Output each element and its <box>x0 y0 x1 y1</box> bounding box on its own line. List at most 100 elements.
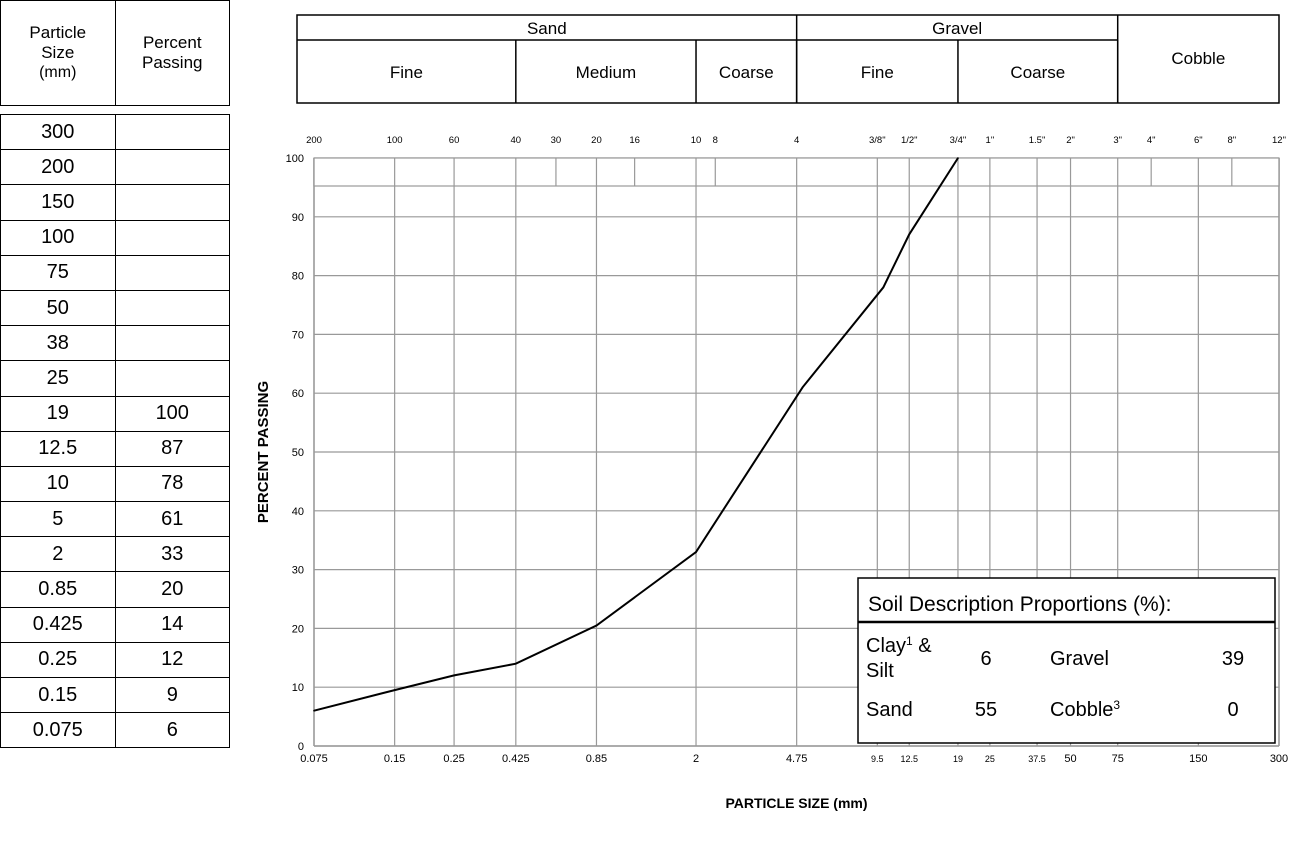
proportions-frame <box>857 577 1276 744</box>
gradation-series <box>313 157 959 712</box>
particle-size-cell: 200 <box>0 149 116 186</box>
percent-passing-cell <box>114 219 230 256</box>
data-point <box>908 233 911 236</box>
sieve-tick-label: 8" <box>1227 135 1236 146</box>
data-point <box>393 689 396 691</box>
percent-passing-cell: 6 <box>114 712 230 749</box>
x-axis-title: PARTICLE SIZE (mm) <box>725 795 867 811</box>
table-row: 0.15 9 <box>0 676 230 714</box>
sieve-tick-label: 10 <box>691 135 702 146</box>
percent-passing-cell: 14 <box>114 606 230 643</box>
data-point <box>313 709 315 712</box>
particle-size-cell: 2 <box>0 536 116 573</box>
x-tick-label: 50 <box>1064 753 1076 765</box>
table-row: 300 <box>0 113 230 151</box>
sieve-tick-strip: 200 100 60 40 30 20 16 10 8 4 3/8" 1/2" 3/4" 1" 1.5" 2"… <box>306 135 1286 187</box>
x-tick-label: 0.25 <box>443 753 464 765</box>
clay-ampersand: & <box>913 635 933 657</box>
x-tick-label: 150 <box>1189 753 1207 765</box>
percent-passing-cell <box>114 360 230 397</box>
particle-size-cell: 75 <box>0 254 116 291</box>
sand-value: 55 <box>975 699 997 721</box>
table-row: 2 33 <box>0 536 230 573</box>
table-row: 5 61 <box>0 501 230 538</box>
percent-passing-cell <box>114 254 230 291</box>
cobble-footnote: 3 <box>1113 698 1120 712</box>
sieve-tick-label: 200 <box>306 135 322 146</box>
subdivision-label: Fine <box>861 63 894 82</box>
sieve-tick-label: 40 <box>511 135 522 146</box>
data-point <box>595 624 598 627</box>
table-row: 38 <box>0 325 230 362</box>
y-axis-title: PERCENT PASSING <box>255 381 272 523</box>
cobble-label: Cobble <box>1171 49 1225 68</box>
table-row: 25 <box>0 360 230 397</box>
percent-passing-cell: 100 <box>114 395 230 432</box>
y-tick-label: 20 <box>292 623 304 635</box>
clay-silt-value: 6 <box>980 648 991 670</box>
subdivision-label: Coarse <box>1010 63 1065 82</box>
sieve-tick-label: 1.5" <box>1029 135 1046 146</box>
particle-size-cell: 100 <box>0 219 116 256</box>
sieve-tick-label: 12" <box>1272 135 1286 146</box>
percent-passing-cell: 61 <box>114 501 230 538</box>
x-tick-label: 2 <box>693 753 699 765</box>
data-point <box>957 157 959 159</box>
y-tick-label: 90 <box>292 212 304 224</box>
particle-size-cell: 0.075 <box>0 712 116 749</box>
sieve-tick-label: 100 <box>387 135 403 146</box>
sieve-tick-label: 30 <box>551 135 562 146</box>
table-row: 150 <box>0 184 230 221</box>
x-tick-label: 75 <box>1112 753 1124 765</box>
particle-size-header: Particle Size (mm) <box>0 0 116 106</box>
proportions-box: Soil Description Proportions (%): Clay1 &… <box>857 577 1276 744</box>
x-tick-label: 0.85 <box>586 753 607 765</box>
sieve-tick-label: 3" <box>1113 135 1122 146</box>
particle-size-cell: 12.5 <box>0 430 116 467</box>
cobble-text: Cobble <box>1050 699 1113 721</box>
percent-passing-header: Percent Passing <box>114 0 230 106</box>
percent-passing-cell: 33 <box>114 536 230 573</box>
percent-passing-cell: 87 <box>114 430 230 467</box>
x-tick-label: 0.15 <box>384 753 405 765</box>
data-point <box>453 674 455 677</box>
table-row: 0.25 12 <box>0 641 230 679</box>
table-body: 300 200 150 100 75 50 38 25 19 100 12.5 87 10 78 5 61 2 3… <box>0 113 230 749</box>
x-tick-label: 25 <box>985 754 995 764</box>
y-tick-label: 70 <box>292 329 304 341</box>
table-row: 0.075 6 <box>0 712 230 749</box>
table-row: 200 <box>0 149 230 186</box>
particle-size-cell: 0.25 <box>0 641 116 679</box>
gradation-curve <box>313 157 959 712</box>
x-tick-label: 12.5 <box>900 754 918 764</box>
particle-size-cell: 38 <box>0 325 116 362</box>
particle-size-cell: 0.425 <box>0 606 116 643</box>
sieve-tick-label: 16 <box>629 135 640 146</box>
particle-size-cell: 150 <box>0 184 116 221</box>
x-tick-label: 4.75 <box>786 753 807 765</box>
y-tick-label: 10 <box>292 682 304 694</box>
data-point <box>515 662 517 665</box>
table-row: 100 <box>0 219 230 256</box>
y-tick-label: 60 <box>292 388 304 400</box>
y-tick-label: 40 <box>292 506 304 518</box>
sieve-tick-label: 1" <box>986 135 995 146</box>
x-tick-label: 9.5 <box>871 754 884 764</box>
sieve-tick-label: 60 <box>449 135 460 146</box>
particle-size-cell: 19 <box>0 395 116 432</box>
particle-size-cell: 25 <box>0 360 116 397</box>
sieve-tick-label: 3/4" <box>950 135 967 146</box>
y-tick-label: 50 <box>292 447 304 459</box>
group-label: Gravel <box>932 19 982 38</box>
percent-passing-cell <box>114 113 230 151</box>
clay-silt-label: Clay1 & <box>866 634 932 657</box>
clay-text: Clay <box>866 635 906 657</box>
sieve-tick-label: 1/2" <box>901 135 918 146</box>
particle-size-cell: 5 <box>0 501 116 538</box>
classification-frame <box>296 14 1280 104</box>
y-tick-label: 80 <box>292 271 304 283</box>
percent-passing-cell <box>114 289 230 327</box>
data-point <box>695 551 697 553</box>
silt-label: Silt <box>866 660 894 682</box>
soil-classification-header: Sand Gravel Fine Medium Coarse Fine Coarse Cobb… <box>296 14 1280 104</box>
